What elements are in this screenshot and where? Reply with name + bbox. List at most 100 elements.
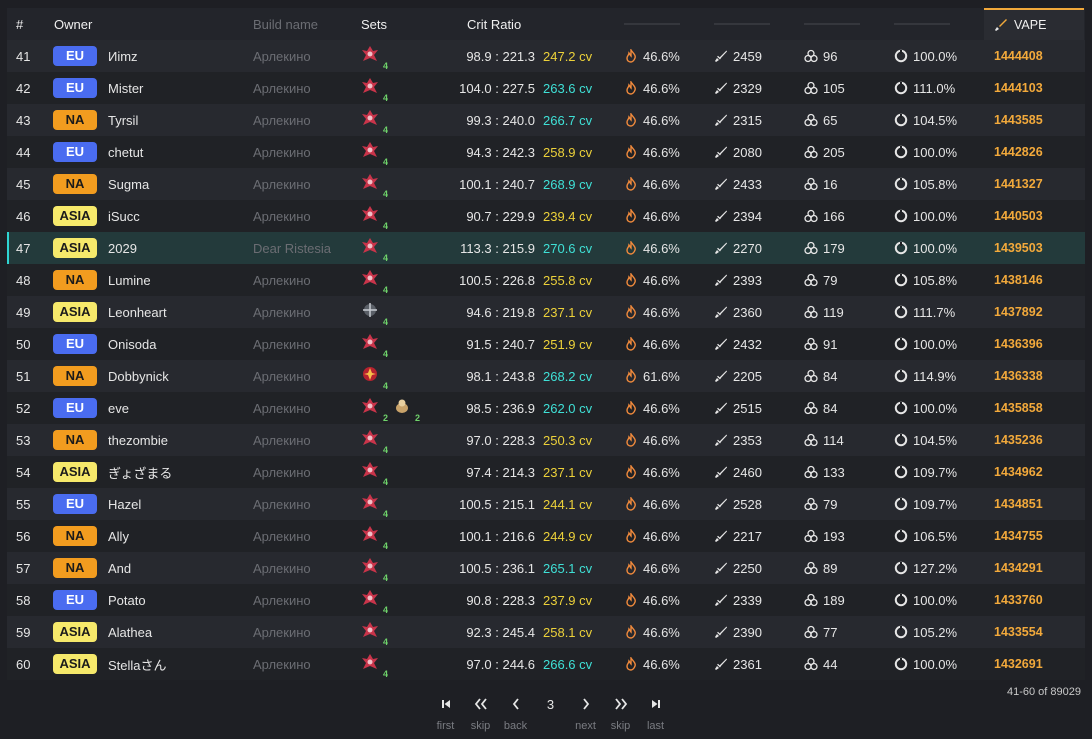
- result-range: 41-60 of 89029: [1006, 686, 1081, 698]
- em-value: 77: [823, 624, 838, 640]
- er-value: 100.0%: [913, 208, 958, 224]
- col-rank-header[interactable]: #: [16, 16, 24, 32]
- owner-cell[interactable]: Tyrsil: [108, 112, 139, 128]
- table-row[interactable]: 50 EU Onisoda Арлекино 4 91.5 : 240.7 251.9 cv…: [7, 328, 1085, 360]
- region-badge[interactable]: NA: [53, 270, 97, 290]
- owner-cell[interactable]: Stellaさん: [108, 657, 167, 673]
- table-row[interactable]: 46 ASIA iSucc Арлекино 4 90.7 : 229.9 239.4 cv…: [7, 200, 1085, 232]
- elemental-mastery-icon: [804, 657, 818, 671]
- table-row[interactable]: 54 ASIA ぎょざまる Арлекино 4 97.4 : 214.3 237.1 cv…: [7, 456, 1085, 488]
- elemental-mastery-icon: [804, 529, 818, 543]
- owner-cell[interactable]: ぎょざまる: [108, 465, 173, 481]
- table-row[interactable]: 47 ASIA 2029 Dear Ristesia 4 113.3 : 215.9 270…: [7, 232, 1085, 264]
- region-cell: EU: [45, 494, 108, 514]
- table-row[interactable]: 56 NA Ally Арлекино 4 100.1 : 216.6 244.9 cv 46…: [7, 520, 1085, 552]
- table-row[interactable]: 52 EU eve Арлекино 2 2 98.5 : 236.9 262.0 cv 46.…: [7, 392, 1085, 424]
- region-badge[interactable]: ASIA: [53, 654, 97, 674]
- table-row[interactable]: 57 NA And Арлекино 4 100.5 : 236.1 265.1 cv 46.…: [7, 552, 1085, 584]
- owner-cell[interactable]: Alathea: [108, 624, 153, 640]
- owner-cell[interactable]: Hazel: [108, 496, 142, 512]
- vape-damage-cell: 1440503: [994, 209, 1043, 223]
- owner-cell[interactable]: iSucc: [108, 208, 140, 224]
- er-value: 100.0%: [913, 400, 958, 416]
- col-crit-ratio-header[interactable]: Crit Ratio: [467, 16, 522, 32]
- region-badge[interactable]: EU: [53, 46, 97, 66]
- owner-cell[interactable]: 2029: [108, 240, 137, 256]
- table-row[interactable]: 53 NA thezombie Арлекино 4 97.0 : 228.3 250.3 …: [7, 424, 1085, 456]
- owner-cell[interactable]: Dobbynick: [108, 368, 169, 384]
- owner-cell[interactable]: Leonheart: [108, 304, 167, 320]
- region-badge[interactable]: NA: [53, 558, 97, 578]
- col-sets-header[interactable]: Sets: [361, 16, 388, 32]
- table-row[interactable]: 58 EU Potato Арлекино 4 90.8 : 228.3 237.9 cv 4…: [7, 584, 1085, 616]
- table-row[interactable]: 45 NA Sugma Арлекино 4 100.1 : 240.7 268.9 cv 4…: [7, 168, 1085, 200]
- sets-cell: 4: [361, 589, 451, 615]
- region-badge[interactable]: EU: [53, 334, 97, 354]
- region-badge[interactable]: NA: [53, 366, 97, 386]
- energy-recharge-icon: [894, 497, 908, 511]
- owner-cell[interactable]: Mister: [108, 80, 144, 96]
- em-cell: 79: [804, 273, 894, 288]
- owner-cell[interactable]: thezombie: [108, 432, 168, 448]
- atk-value: 2360: [733, 304, 762, 320]
- owner-cell[interactable]: Onisoda: [108, 336, 157, 352]
- crit-ratio-cell: 98.9 : 221.3: [466, 48, 535, 64]
- atk-cell: 2205: [714, 369, 804, 384]
- region-badge[interactable]: NA: [53, 174, 97, 194]
- table-row[interactable]: 48 NA Lumine Арлекино 4 100.5 : 226.8 255.8 cv…: [7, 264, 1085, 296]
- col-atk-header[interactable]: [714, 23, 804, 25]
- col-er-header[interactable]: [894, 23, 984, 25]
- col-owner-header[interactable]: Owner: [54, 16, 93, 32]
- owner-cell[interactable]: Ally: [108, 528, 129, 544]
- vape-damage-cell: 1434962: [994, 465, 1043, 479]
- pyro-dmg-icon: [626, 113, 636, 127]
- next-button[interactable]: next: [568, 693, 603, 732]
- atk-value: 2339: [733, 592, 762, 608]
- table-row[interactable]: 43 NA Tyrsil Арлекино 4 99.3 : 240.0 266.7 cv 4…: [7, 104, 1085, 136]
- region-badge[interactable]: ASIA: [53, 206, 97, 226]
- region-badge[interactable]: NA: [53, 110, 97, 130]
- owner-cell[interactable]: Lumine: [108, 272, 151, 288]
- table-row[interactable]: 44 EU chetut Арлекино 4 94.3 : 242.3 258.9 cv 4…: [7, 136, 1085, 168]
- owner-cell[interactable]: Иimz: [108, 48, 138, 64]
- owner-cell[interactable]: eve: [108, 400, 129, 416]
- col-pyro-header[interactable]: [624, 23, 714, 25]
- last-page-button[interactable]: last: [638, 693, 673, 732]
- region-badge[interactable]: EU: [53, 398, 97, 418]
- owner-cell[interactable]: Potato: [108, 592, 146, 608]
- region-badge[interactable]: EU: [53, 494, 97, 514]
- skip-forward-button[interactable]: skip: [603, 693, 638, 732]
- skip-back-button[interactable]: skip: [463, 693, 498, 732]
- col-vape-header[interactable]: VAPE: [984, 8, 1084, 40]
- table-row[interactable]: 51 NA Dobbynick Арлекино 4 98.1 : 243.8 268.2 …: [7, 360, 1085, 392]
- region-badge[interactable]: NA: [53, 430, 97, 450]
- region-badge[interactable]: ASIA: [53, 462, 97, 482]
- table-row[interactable]: 60 ASIA Stellaさん Арлекино 4 97.0 : 244.6 266.6…: [7, 648, 1085, 680]
- region-badge[interactable]: NA: [53, 526, 97, 546]
- rank-cell: 47: [16, 240, 31, 256]
- region-badge[interactable]: ASIA: [53, 302, 97, 322]
- region-badge[interactable]: ASIA: [53, 238, 97, 258]
- first-page-button[interactable]: first: [428, 693, 463, 732]
- atk-cell: 2339: [714, 593, 804, 608]
- table-row[interactable]: 49 ASIA Leonheart Арлекино 4 94.6 : 219.8 237.…: [7, 296, 1085, 328]
- atk-sword-icon: [715, 466, 727, 478]
- pyro-dmg-value: 46.6%: [643, 400, 680, 416]
- er-value: 127.2%: [913, 560, 958, 576]
- pyro-dmg-icon: [626, 145, 636, 159]
- region-badge[interactable]: ASIA: [53, 622, 97, 642]
- table-row[interactable]: 59 ASIA Alathea Арлекино 4 92.3 : 245.4 258.1 …: [7, 616, 1085, 648]
- owner-cell[interactable]: And: [108, 560, 132, 576]
- owner-cell[interactable]: chetut: [108, 144, 144, 160]
- owner-cell[interactable]: Sugma: [108, 176, 150, 192]
- table-row[interactable]: 55 EU Hazel Арлекино 4 100.5 : 215.1 244.1 cv 4…: [7, 488, 1085, 520]
- region-badge[interactable]: EU: [53, 142, 97, 162]
- back-button[interactable]: back: [498, 693, 533, 732]
- table-row[interactable]: 41 EU Иimz Арлекино 4 98.9 : 221.3 247.2 cv 46.…: [7, 40, 1085, 72]
- region-badge[interactable]: EU: [53, 78, 97, 98]
- col-em-header[interactable]: [804, 23, 894, 25]
- table-row[interactable]: 42 EU Mister Арлекино 4 104.0 : 227.5 263.6 cv…: [7, 72, 1085, 104]
- col-build-header[interactable]: Build name: [253, 16, 319, 32]
- region-badge[interactable]: EU: [53, 590, 97, 610]
- current-page[interactable]: 3: [533, 693, 568, 732]
